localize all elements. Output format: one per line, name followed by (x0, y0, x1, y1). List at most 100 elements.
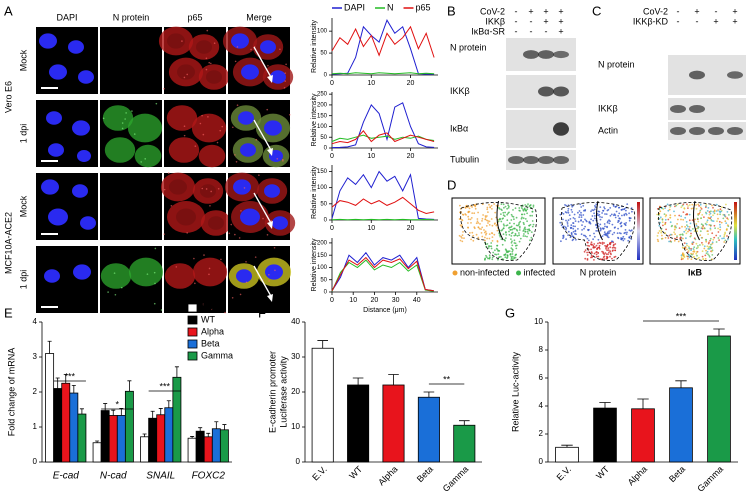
tsne-point (694, 238, 697, 241)
tsne-point (679, 233, 682, 236)
tsne-point (493, 203, 495, 205)
tsne-point (724, 232, 726, 235)
tsne-point (697, 226, 700, 229)
tsne-point (683, 207, 686, 210)
tsne-point (664, 221, 667, 224)
tsne-point (664, 218, 667, 221)
tsne-point (609, 255, 611, 258)
speckle (163, 233, 165, 235)
tsne-point (492, 251, 495, 254)
tsne-point (459, 224, 462, 227)
speckle (205, 57, 208, 60)
tsne-point (679, 237, 682, 240)
tsne-point (461, 240, 464, 243)
tsne-point (669, 214, 672, 217)
y-tick-label: 50 (320, 201, 327, 207)
tsne-point (598, 244, 601, 247)
tsne-point (508, 233, 511, 236)
tsne-point (574, 230, 577, 233)
x-tick-label: 10 (367, 153, 375, 160)
tsne-point (664, 207, 666, 210)
tsne-point (503, 206, 505, 209)
tsne-point (607, 208, 610, 211)
tsne-point (685, 242, 688, 245)
tsne-point (522, 217, 525, 220)
sign: + (558, 16, 563, 26)
band (689, 127, 705, 135)
tsne-point (690, 258, 693, 260)
tsne-point (526, 235, 528, 238)
bar (382, 384, 405, 463)
tsne-point (684, 216, 687, 219)
x-tick-label: FOXC2 (192, 471, 226, 482)
tsne-point (709, 217, 712, 220)
tsne-point (524, 204, 527, 206)
tsne-point (588, 228, 590, 231)
error-bar (423, 391, 435, 398)
sign: + (732, 16, 737, 26)
speckle (266, 233, 269, 236)
tsne-point (661, 237, 664, 240)
tsne-point (705, 205, 707, 208)
tsne-point (670, 241, 673, 243)
bar (417, 396, 440, 463)
speckle (213, 42, 216, 45)
speckle (131, 110, 133, 112)
tsne-point (618, 212, 621, 215)
blot-label: N protein (450, 42, 487, 52)
tsne-point (461, 219, 464, 222)
speckle (201, 187, 204, 190)
tsne-point (504, 237, 507, 240)
bar (453, 424, 476, 463)
tsne-point (461, 234, 464, 237)
tsne-point (593, 243, 596, 245)
tsne-point (614, 249, 617, 252)
tsne-point (582, 204, 585, 207)
error-bar (150, 410, 155, 419)
tsne-point (590, 210, 592, 213)
tsne-point (595, 226, 598, 229)
tsne-point (532, 206, 535, 208)
tsne-point (669, 205, 672, 207)
tsne-point (727, 238, 729, 241)
tsne-point (479, 223, 481, 225)
tsne-point (686, 213, 688, 215)
tsne-point (518, 240, 521, 243)
band (670, 127, 686, 135)
tsne-point (529, 214, 532, 217)
speckle (194, 282, 196, 285)
y-tick-label: 4 (539, 401, 544, 410)
tsne-point (572, 217, 575, 219)
tsne-point (513, 234, 516, 237)
tsne-point (667, 209, 670, 212)
tsne-point (694, 218, 696, 221)
tsne-point (687, 250, 690, 252)
y-tick-label: 0 (324, 218, 328, 224)
tsne-point (606, 220, 609, 223)
blot-label: N protein (598, 59, 635, 69)
tsne-point (508, 250, 511, 253)
tsne-point (601, 243, 604, 245)
tsne-point (480, 228, 482, 231)
tsne-point (485, 225, 488, 227)
tsne-point (486, 206, 489, 209)
error-bar (317, 340, 329, 349)
significance-label: * (116, 399, 120, 409)
x-tick-label: Gamma (441, 464, 471, 491)
tsne-point (710, 210, 712, 213)
speckle (228, 232, 231, 235)
tsne-point (695, 224, 698, 227)
tsne-point (695, 252, 698, 255)
tsne-point (592, 238, 594, 241)
tsne-point (567, 230, 570, 233)
legend-label: E.V. (201, 302, 217, 312)
tsne-point (609, 214, 612, 217)
tsne-point (697, 203, 700, 206)
tsne-point (701, 255, 704, 258)
tsne-point (587, 239, 590, 242)
speckle (284, 80, 286, 82)
bar (311, 347, 334, 463)
band (553, 86, 569, 97)
speckle (206, 29, 209, 32)
tsne-point (625, 222, 627, 224)
